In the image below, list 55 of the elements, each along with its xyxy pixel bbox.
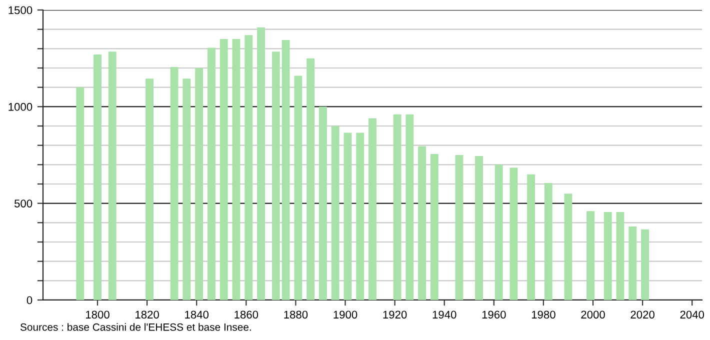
bar [170,67,178,300]
bar [455,155,464,300]
x-tick-label: 1880 [284,310,308,319]
x-tick-label: 1960 [482,310,506,319]
bar [494,164,503,300]
source-note: Sources : base Cassini de l'EHESS et base Insee. [20,323,251,331]
x-tick-label: 1860 [234,310,258,319]
x-tick-label: 1800 [86,310,110,319]
y-tick-label: 0 [26,296,32,304]
bar [282,40,290,300]
x-tick-label: 2040 [680,310,704,319]
bar [220,39,228,300]
bar [510,168,518,300]
x-tick-label: 1980 [532,310,556,319]
bar [94,54,102,300]
bar [306,58,315,300]
x-tick-label: 1840 [185,310,209,319]
y-tick-label: 1500 [8,6,32,14]
bar [76,87,84,300]
bar [294,76,302,300]
x-tick-label: 1940 [432,310,456,319]
bar [641,229,649,300]
bar [182,78,191,300]
x-tick-label: 1820 [136,310,159,319]
bar [344,132,352,300]
x-tick-label: 1920 [383,310,407,319]
bar [368,118,376,300]
bar [544,183,552,300]
bar [604,212,612,300]
bar [272,52,280,300]
bar [628,226,637,300]
bar [108,52,116,300]
bar [475,156,483,300]
bar [318,106,327,300]
bar [257,27,265,300]
x-tick-label: 2020 [630,310,654,319]
bar [393,114,402,300]
bar [195,68,204,300]
bar [430,154,438,300]
x-tick-label: 2000 [581,310,605,319]
bar [331,126,340,300]
y-tick-label: 500 [14,200,32,208]
bar [586,211,594,300]
bar [527,174,536,300]
bar [564,194,572,300]
y-tick-label: 1000 [8,102,32,111]
bar [356,132,364,300]
bar [406,114,414,300]
bar [146,78,154,300]
bar [616,212,624,300]
bar [208,48,216,300]
x-tick-label: 1900 [334,310,358,319]
bar [232,39,240,300]
bar [418,146,426,300]
bar [244,35,253,300]
